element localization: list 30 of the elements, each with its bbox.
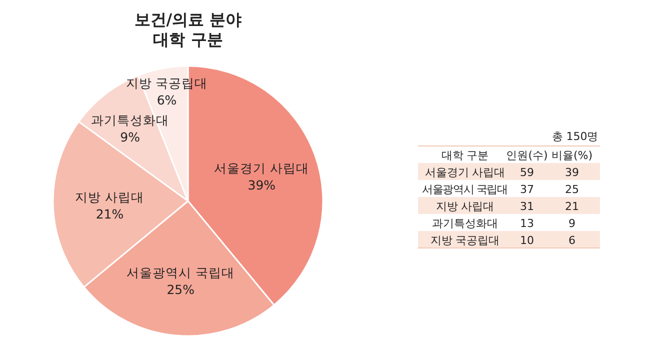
- series-label: 인원(수): [506, 149, 548, 162]
- data-label: 39: [565, 166, 579, 179]
- data-label: 21: [565, 200, 579, 213]
- data-label: 6%: [156, 92, 177, 108]
- data-label: 21%: [96, 206, 124, 222]
- category-label: 서울경기 사립대: [424, 166, 506, 179]
- data-label: 25%: [166, 282, 195, 297]
- category-label: 지방 국공립대: [430, 234, 500, 247]
- data-label: 9%: [120, 129, 140, 144]
- slice-label: 지방 사립대: [75, 189, 144, 204]
- category-label: 과기특성화대: [432, 217, 498, 230]
- category-label: 지방 사립대: [436, 200, 494, 213]
- data-label: 39%: [248, 177, 276, 192]
- category-label: 서울광역시 국립대: [422, 183, 508, 196]
- slice-label: 서울경기 사립대: [214, 160, 310, 176]
- slice-label: 서울광역시 국립대: [126, 264, 235, 280]
- slice-label: 지방 국공립대: [126, 76, 208, 91]
- data-label: 9: [568, 217, 576, 230]
- slice-label: 과기특성화대: [91, 112, 170, 128]
- data-label: 25: [565, 183, 579, 196]
- data-label: 31: [520, 200, 534, 213]
- data-label: 13: [520, 217, 534, 230]
- data-label: 37: [520, 183, 534, 196]
- data-label: 59: [520, 166, 534, 179]
- chart-title: 보건/의료 분야 대학 구분: [134, 10, 242, 49]
- text: 비율(%): [551, 149, 593, 162]
- legend-title: 대학 구분: [441, 149, 489, 162]
- data-label: 10: [520, 234, 534, 247]
- text: 총 150명: [552, 130, 598, 143]
- data-label: 6: [568, 234, 576, 247]
